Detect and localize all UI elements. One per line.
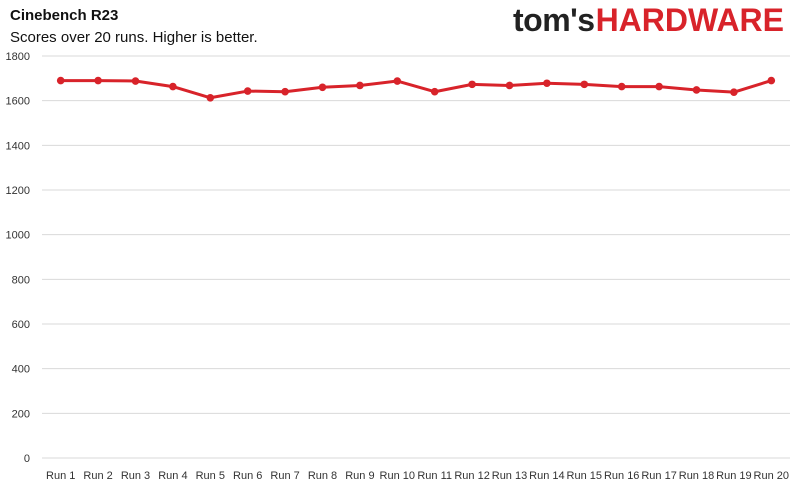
data-point: [580, 80, 589, 89]
data-point: [730, 88, 738, 96]
chart-title: Cinebench R23: [10, 7, 119, 24]
logo-toms-text: tom's: [513, 2, 595, 38]
data-point: [56, 76, 65, 85]
x-tick-label: Run 16: [604, 470, 639, 482]
series-line: [60, 79, 772, 100]
data-point: [206, 93, 215, 102]
y-tick-label: 400: [12, 364, 30, 376]
x-tick-label: Run 19: [716, 470, 751, 482]
chart-subtitle: Scores over 20 runs. Higher is better.: [10, 29, 258, 46]
y-tick-label: 800: [12, 274, 30, 286]
data-point: [543, 79, 551, 88]
x-tick-label: Run 11: [417, 470, 452, 482]
data-point: [131, 77, 140, 85]
y-tick-label: 1200: [6, 185, 30, 197]
data-point: [617, 82, 626, 91]
data-point: [505, 81, 514, 90]
x-tick-label: Run 3: [121, 470, 150, 482]
series-points: [56, 76, 776, 102]
x-tick-label: Run 6: [233, 470, 262, 482]
x-tick-label: Run 13: [492, 470, 527, 482]
x-tick-label: Run 12: [454, 470, 489, 482]
data-point: [393, 77, 402, 85]
gridlines: [42, 55, 790, 459]
x-tick-label: Run 7: [270, 470, 299, 482]
data-point: [318, 83, 327, 92]
x-tick-label: Run 5: [196, 470, 225, 482]
y-tick-label: 1000: [6, 230, 30, 242]
y-tick-label: 1400: [6, 140, 30, 152]
x-tick-label: Run 10: [380, 470, 415, 482]
data-point: [692, 86, 701, 94]
toms-hardware-logo: tom's HARDWARE: [513, 2, 784, 46]
data-point: [94, 76, 102, 85]
y-tick-label: 1600: [6, 96, 30, 108]
data-point: [356, 81, 364, 90]
series-lines: [60, 79, 772, 100]
y-tick-label: 1800: [6, 51, 30, 63]
x-tick-label: Run 8: [308, 470, 337, 482]
x-tick-label: Run 14: [529, 470, 564, 482]
y-tick-label: 200: [12, 408, 30, 420]
y-axis-ticks: 0 200 400 600 800 1000 1200 1400 1600 1800: [6, 51, 30, 465]
x-tick-label: Run 18: [679, 470, 714, 482]
data-point: [281, 87, 289, 96]
y-tick-label: 600: [12, 319, 30, 331]
x-axis-ticks: Run 1 Run 2 Run 3 Run 4 Run 5 Run 6 Run 7 Run 8…: [46, 470, 789, 482]
data-point: [468, 80, 476, 89]
x-tick-label: Run 2: [83, 470, 112, 482]
data-point: [655, 82, 663, 91]
x-tick-label: Run 9: [345, 470, 374, 482]
x-tick-label: Run 20: [754, 470, 789, 482]
x-tick-label: Run 17: [641, 470, 676, 482]
x-tick-label: Run 1: [46, 470, 75, 482]
data-point: [767, 76, 776, 85]
data-point: [430, 87, 439, 96]
data-point: [169, 82, 177, 91]
data-point: [243, 87, 252, 95]
x-tick-label: Run 15: [567, 470, 602, 482]
y-tick-label: 0: [24, 453, 30, 465]
x-tick-label: Run 4: [158, 470, 187, 482]
logo-hardware-text: HARDWARE: [595, 2, 784, 38]
